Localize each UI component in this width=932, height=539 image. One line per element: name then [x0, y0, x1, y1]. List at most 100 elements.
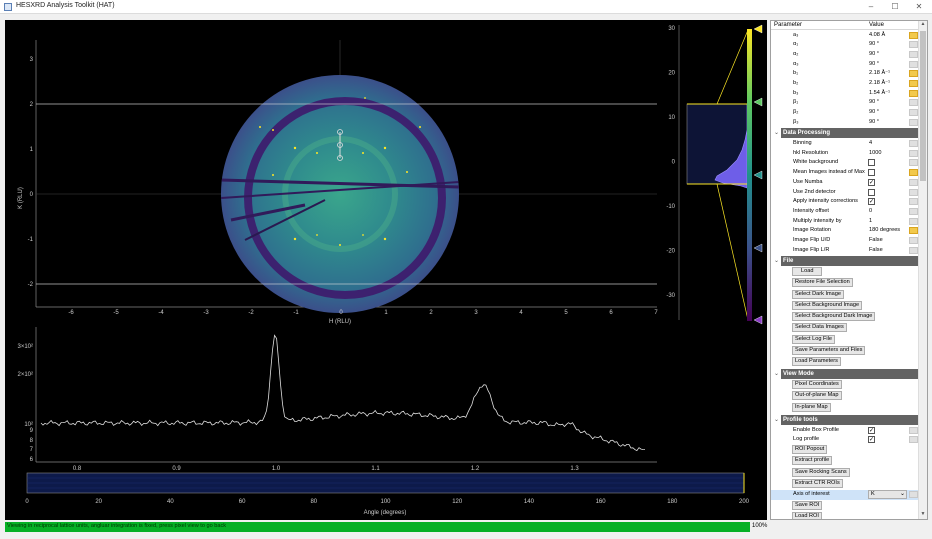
reset-default-button[interactable] — [909, 426, 918, 434]
processing-param-row[interactable]: Use 2nd detector — [771, 188, 919, 198]
processing-param-row[interactable]: Mean Images instead of Max — [771, 168, 919, 178]
close-button[interactable]: ✕ — [915, 2, 923, 11]
param-checkbox[interactable]: ✓ — [868, 436, 875, 444]
param-checkbox[interactable]: ✓ — [868, 426, 875, 434]
group-file[interactable]: ⌄ File — [771, 255, 919, 267]
param-checkbox[interactable] — [868, 188, 875, 196]
reset-default-button[interactable] — [909, 237, 918, 244]
reset-default-button[interactable] — [909, 89, 918, 97]
processing-param-row[interactable]: Image Flip L/R False — [771, 246, 919, 256]
histogram-lut[interactable]: 30 20 10 0 -10 -20 -30 — [666, 24, 763, 325]
processing-param-row[interactable]: Binning 4 — [771, 139, 919, 149]
reset-default-button[interactable] — [909, 178, 918, 186]
reset-default-button[interactable] — [909, 140, 918, 147]
reset-default-button[interactable] — [909, 198, 918, 206]
reset-default-button[interactable] — [909, 31, 918, 39]
group-view-mode[interactable]: ⌄ View Mode — [771, 369, 919, 380]
processing-param-row[interactable]: Apply intensity corrections ✓ — [771, 197, 919, 207]
scroll-thumb[interactable] — [920, 31, 926, 181]
param-value[interactable]: 1 — [869, 217, 873, 224]
collapse-chevron-icon[interactable]: ⌄ — [774, 257, 780, 264]
lattice-param-row[interactable]: b₁ 2.18 Å⁻¹ — [771, 69, 919, 79]
param-value[interactable]: 180 degrees — [869, 227, 901, 234]
file-action-button[interactable]: Load — [792, 266, 823, 276]
reset-default-button[interactable] — [909, 436, 918, 444]
view-mode-button[interactable]: Pixel Coordinates — [792, 380, 842, 390]
load-roi-button[interactable]: Load ROI — [792, 512, 822, 519]
panel-scrollbar[interactable]: ▲ ▼ — [918, 21, 927, 519]
param-value[interactable]: 4 — [869, 140, 873, 146]
param-checkbox[interactable]: ✓ — [868, 198, 875, 206]
lattice-param-row[interactable]: α₂ 90 ° — [771, 50, 919, 60]
scroll-up-icon[interactable]: ▲ — [920, 21, 926, 27]
collapse-chevron-icon[interactable]: ⌄ — [774, 130, 780, 136]
lattice-param-row[interactable]: α₁ 90 ° — [771, 40, 919, 50]
axis-of-interest-row[interactable]: Axis of interest K ⌄ — [771, 490, 919, 500]
param-value[interactable]: 1000 — [869, 149, 882, 156]
reset-default-button[interactable] — [909, 207, 918, 215]
param-value[interactable]: 2.18 Å⁻¹ — [869, 80, 890, 86]
parameter-panel[interactable]: Parameter Value a₃ 4.08 Å α₁ 90 ° α₂ 90 ° α₃ 90… — [770, 20, 928, 520]
file-action-button[interactable]: Select Background Dark Image — [792, 312, 876, 322]
reset-default-button[interactable] — [909, 41, 918, 49]
processing-param-row[interactable]: Intensity offset 0 — [771, 207, 919, 217]
processing-param-row[interactable]: Image Rotation 180 degrees — [771, 226, 919, 236]
view-mode-button[interactable]: In-plane Map — [792, 402, 831, 412]
profile-action-button[interactable]: Save Rocking Scans — [792, 467, 850, 477]
file-action-button[interactable]: Select Dark Image — [792, 289, 845, 299]
lut-handles[interactable] — [753, 24, 763, 325]
view-mode-button[interactable]: Out-of-plane Map — [792, 391, 842, 401]
lattice-param-row[interactable]: a₃ 4.08 Å — [771, 31, 919, 41]
reciprocal-map[interactable]: K (RLU) H (RLU) -6 -5 -4 -3 -2 -1 0 1 2 3 4 5 6 7 3 2 1… — [18, 40, 658, 325]
file-action-button[interactable]: Restore File Selection — [792, 278, 853, 288]
reset-default-button[interactable] — [909, 217, 918, 225]
param-value[interactable]: 0 — [869, 207, 873, 214]
param-value[interactable]: 90 ° — [869, 41, 880, 48]
reset-default-button[interactable] — [909, 109, 918, 117]
reset-default-button[interactable] — [909, 149, 918, 157]
param-value[interactable]: 90 ° — [869, 99, 880, 106]
lattice-param-row[interactable]: α₃ 90 ° — [771, 60, 919, 70]
reset-default-button[interactable] — [909, 60, 918, 68]
minimize-button[interactable]: – — [868, 2, 874, 11]
lattice-param-row[interactable]: β₃ 90 ° — [771, 118, 919, 128]
profile-action-button[interactable]: ROI Popout — [792, 444, 828, 454]
reset-default-button[interactable] — [909, 491, 918, 499]
profile-param-row[interactable]: Log profile ✓ — [771, 435, 919, 445]
lattice-param-row[interactable]: b₂ 2.18 Å⁻¹ — [771, 79, 919, 89]
processing-param-row[interactable]: Image Flip U/D False — [771, 236, 919, 246]
processing-param-row[interactable]: hkl Resolution 1000 — [771, 149, 919, 159]
collapse-chevron-icon[interactable]: ⌄ — [774, 371, 780, 378]
param-value[interactable]: False — [869, 246, 883, 253]
param-value[interactable]: 90 ° — [869, 50, 880, 57]
param-value[interactable]: 90 ° — [869, 109, 880, 116]
file-action-button[interactable]: Load Parameters — [792, 357, 841, 367]
reset-default-button[interactable] — [909, 169, 918, 177]
reset-default-button[interactable] — [909, 80, 918, 87]
reset-default-button[interactable] — [909, 227, 918, 235]
collapse-chevron-icon[interactable]: ⌄ — [774, 416, 780, 423]
lattice-param-row[interactable]: β₂ 90 ° — [771, 108, 919, 118]
file-action-button[interactable]: Save Parameters and Files — [792, 346, 866, 355]
profile-param-row[interactable]: Enable Box Profile ✓ — [771, 426, 919, 436]
param-value[interactable]: 90 ° — [869, 60, 880, 67]
param-value[interactable]: 4.08 Å — [869, 31, 886, 38]
param-value[interactable]: 2.18 Å⁻¹ — [869, 70, 890, 77]
reset-default-button[interactable] — [909, 99, 918, 107]
processing-param-row[interactable]: Multiply intensity by 1 — [771, 217, 919, 227]
reset-default-button[interactable] — [909, 118, 918, 126]
profile-action-button[interactable]: Extract profile — [792, 456, 833, 466]
reset-default-button[interactable] — [909, 70, 918, 78]
reset-default-button[interactable] — [909, 159, 918, 167]
param-value[interactable]: 90 ° — [869, 118, 880, 125]
file-action-button[interactable]: Select Log File — [792, 334, 836, 344]
angle-region-plot[interactable]: 0 20 40 60 80 100 120 140 160 180 200 Angle (degre… — [25, 472, 750, 516]
reset-default-button[interactable] — [909, 246, 918, 254]
param-value[interactable]: False — [869, 237, 883, 243]
group-data-processing[interactable]: ⌄ Data Processing — [771, 128, 919, 139]
param-checkbox[interactable]: ✓ — [868, 178, 875, 186]
lattice-param-row[interactable]: β₁ 90 ° — [771, 98, 919, 108]
reset-default-button[interactable] — [909, 188, 918, 196]
file-action-button[interactable]: Select Background Image — [792, 300, 863, 310]
